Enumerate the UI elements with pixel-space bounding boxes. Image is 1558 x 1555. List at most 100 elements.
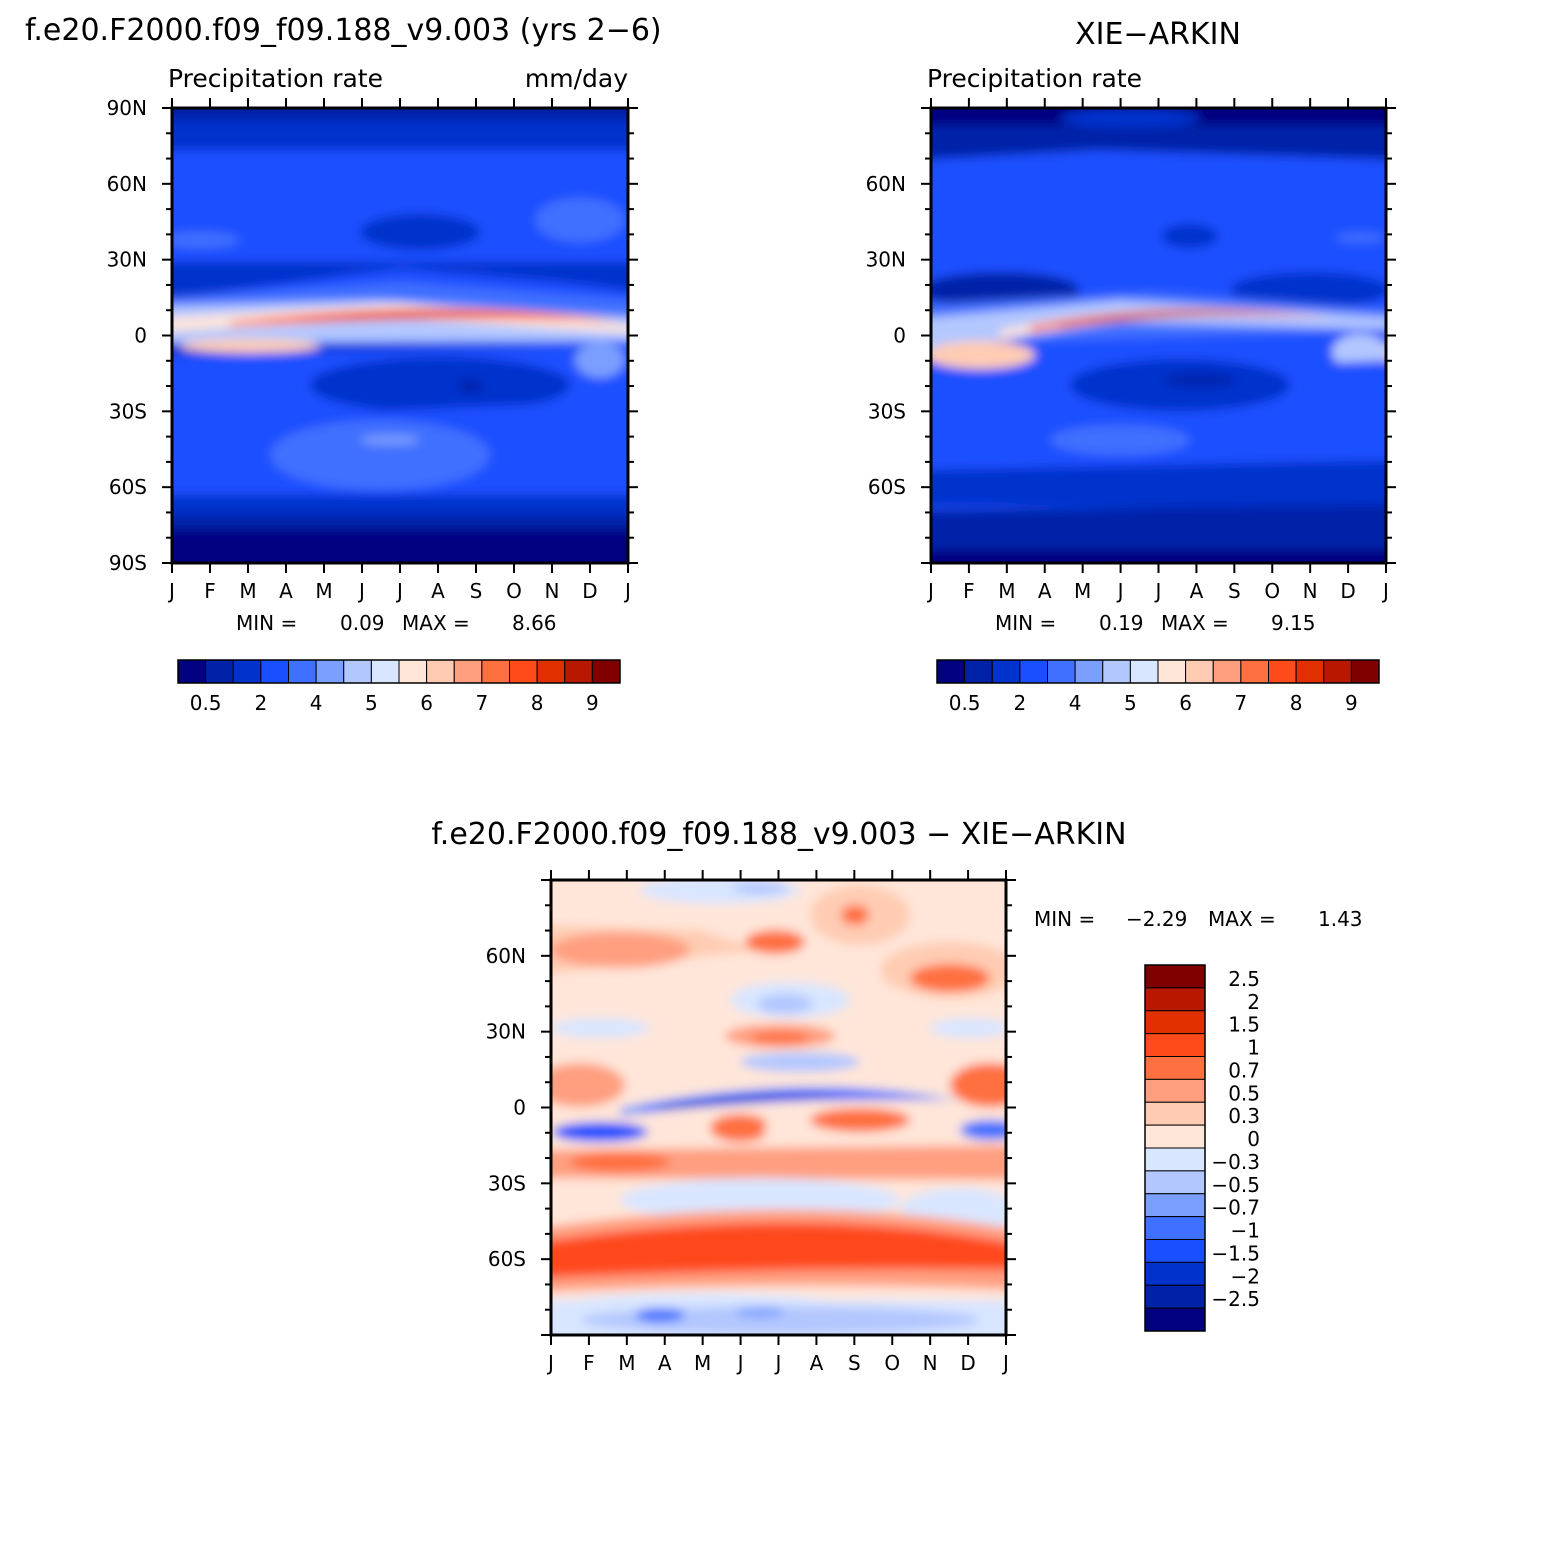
colorbar-label: 6 — [420, 691, 433, 715]
panel-obs-title: XIE−ARKIN — [1075, 17, 1241, 52]
x-tick-label: S — [470, 579, 483, 603]
y-tick-label: 30N — [866, 248, 906, 272]
x-tick-label: O — [884, 1351, 900, 1375]
colorbar-label: 0.3 — [1228, 1104, 1260, 1128]
colorbar-swatch — [315, 659, 345, 684]
y-tick-label: 30N — [486, 1020, 526, 1044]
colorbar-swatch — [343, 659, 372, 684]
colorbar-swatch — [481, 659, 510, 684]
colorbar-label: 7 — [476, 691, 489, 715]
colorbar-label: −0.3 — [1211, 1150, 1260, 1174]
x-tick-label: M — [239, 579, 256, 603]
y-tick-label: 90N — [107, 96, 147, 120]
panel-model-colorbar: 0.5 2 4 5 6 7 8 9 — [177, 659, 621, 715]
colorbar-swatch — [288, 659, 317, 684]
x-tick-label: J — [623, 579, 631, 603]
x-tick-label: M — [315, 579, 332, 603]
x-tick-label: O — [506, 579, 522, 603]
x-tick-label: A — [810, 1351, 824, 1375]
y-tick-label: 90S — [109, 551, 147, 575]
colorbar-label: −0.7 — [1211, 1196, 1260, 1220]
colorbar-label: 0.5 — [1228, 1081, 1260, 1105]
x-tick-label: S — [1228, 579, 1241, 603]
colorbar-swatch — [1350, 659, 1380, 684]
colorbar-label: −1.5 — [1211, 1241, 1260, 1265]
panel-obs-field — [931, 108, 1386, 563]
colorbar-label: 5 — [1124, 691, 1137, 715]
colorbar-swatch — [964, 659, 993, 684]
colorbar-label: 7 — [1235, 691, 1248, 715]
panel-model-max-value: 8.66 — [512, 611, 557, 635]
x-tick-label: J — [395, 579, 403, 603]
colorbar-swatch — [1102, 659, 1131, 684]
x-tick-label: J — [357, 579, 365, 603]
x-tick-label: M — [618, 1351, 635, 1375]
colorbar-swatch — [1144, 1078, 1206, 1103]
x-tick-label: J — [774, 1351, 782, 1375]
colorbar-swatch — [1144, 1284, 1206, 1309]
panel-obs-min-value: 0.19 — [1099, 611, 1144, 635]
colorbar-swatch — [1323, 659, 1352, 684]
colorbar-swatch — [1129, 659, 1159, 684]
panel-diff-field — [551, 880, 1006, 1335]
panel-model-title: f.e20.F2000.f09_f09.188_v9.003 (yrs 2−6) — [25, 13, 662, 48]
x-tick-label: F — [963, 579, 975, 603]
colorbar-label: 0.5 — [949, 691, 981, 715]
x-tick-label: N — [923, 1351, 938, 1375]
colorbar-swatch — [1268, 659, 1297, 684]
y-tick-label: 60S — [109, 475, 147, 499]
x-tick-label: J — [736, 1351, 744, 1375]
panel-obs-subtitle: Precipitation rate — [927, 64, 1142, 93]
panel-obs-min-label: MIN = — [995, 611, 1056, 635]
panel-model-min-label: MIN = — [236, 611, 297, 635]
x-tick-label: D — [1340, 579, 1355, 603]
panel-obs-colorbar: 0.5 2 4 5 6 7 8 9 — [936, 659, 1380, 715]
panel-obs-max-label: MAX = — [1161, 611, 1229, 635]
colorbar-swatch — [1144, 1147, 1206, 1172]
panel-model-field — [172, 108, 628, 563]
colorbar-swatch — [536, 659, 566, 684]
colorbar-swatch — [1157, 659, 1187, 684]
x-tick-label: M — [1074, 579, 1091, 603]
x-tick-label: A — [431, 579, 445, 603]
colorbar-label: 2 — [1014, 691, 1027, 715]
x-tick-label: O — [1264, 579, 1280, 603]
colorbar-swatch — [1240, 659, 1269, 684]
colorbar-label: 4 — [1069, 691, 1082, 715]
colorbar-swatch — [1144, 1239, 1206, 1263]
panel-model-min-value: 0.09 — [340, 611, 385, 635]
colorbar-swatch — [936, 659, 966, 684]
colorbar-label: 2 — [255, 691, 268, 715]
x-tick-label: J — [926, 579, 934, 603]
x-tick-label: F — [583, 1351, 595, 1375]
colorbar-swatch — [205, 659, 234, 684]
x-tick-label: A — [279, 579, 293, 603]
y-tick-label: 30S — [868, 399, 906, 423]
x-tick-label: M — [998, 579, 1015, 603]
colorbar-label: 2 — [1247, 990, 1260, 1014]
x-tick-label: D — [582, 579, 597, 603]
colorbar-label: 1 — [1247, 1036, 1260, 1060]
colorbar-swatch — [1144, 1170, 1206, 1195]
panel-model: f.e20.F2000.f09_f09.188_v9.003 (yrs 2−6)… — [25, 13, 662, 715]
x-tick-label: J — [167, 579, 175, 603]
panel-obs-max-value: 9.15 — [1271, 611, 1316, 635]
x-tick-label: J — [546, 1351, 554, 1375]
panel-diff-max-label: MAX = — [1208, 907, 1276, 931]
colorbar-label: 2.5 — [1228, 967, 1260, 991]
colorbar-swatch — [1144, 1193, 1206, 1218]
colorbar-label: 5 — [365, 691, 378, 715]
x-tick-label: J — [1001, 1351, 1009, 1375]
panel-model-max-label: MAX = — [402, 611, 470, 635]
colorbar-swatch — [398, 659, 428, 684]
colorbar-swatch — [1144, 1033, 1206, 1057]
colorbar-swatch — [564, 659, 593, 684]
colorbar-label: 4 — [310, 691, 323, 715]
y-tick-label: 60N — [486, 944, 526, 968]
colorbar-label: −1 — [1231, 1219, 1260, 1243]
x-tick-label: N — [1303, 579, 1318, 603]
